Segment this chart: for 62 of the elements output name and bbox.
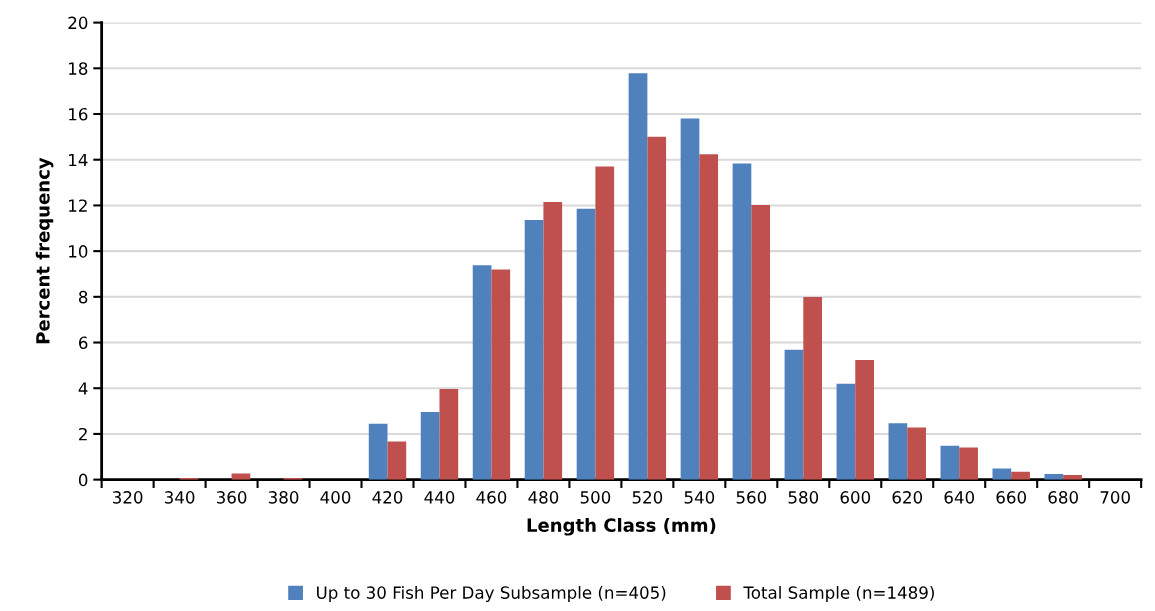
legend-label: Total Sample (n=1489) [743, 585, 934, 603]
bar [784, 349, 804, 480]
bar [907, 427, 926, 480]
bar [699, 154, 719, 480]
y-axis-title: Percent frequency [35, 157, 54, 344]
bar [472, 265, 492, 480]
bar [959, 447, 978, 480]
x-tick-label: 460 [476, 491, 507, 504]
x-tick-label: 620 [892, 491, 923, 504]
bar [491, 269, 511, 480]
y-tick-label: 6 [79, 336, 88, 350]
bar [368, 423, 388, 480]
x-tick-label: 580 [788, 491, 819, 504]
x-tick-label: 640 [944, 491, 975, 504]
bar [888, 423, 908, 480]
x-tick-label: 660 [996, 491, 1026, 504]
x-tick-label: 360 [216, 491, 247, 504]
bar [1011, 471, 1030, 480]
x-tick-label: 400 [320, 491, 351, 504]
bar [732, 163, 752, 480]
bar [628, 73, 648, 480]
y-tick-label: 2 [79, 427, 87, 441]
x-tick-label: 500 [580, 491, 611, 504]
x-tick-label: 380 [268, 491, 299, 504]
bar [576, 208, 596, 480]
x-tick-label: 320 [112, 491, 143, 504]
x-tick-label: 540 [684, 491, 715, 504]
y-tick-label: 18 [69, 62, 88, 75]
bar [940, 445, 960, 480]
x-tick-label: 600 [840, 491, 871, 504]
y-tick-label: 4 [78, 382, 88, 395]
x-tick-label: 420 [372, 491, 403, 504]
x-tick-label: 560 [736, 491, 767, 504]
x-tick-label: 700 [1100, 491, 1130, 504]
bar [855, 359, 874, 480]
y-tick-label: 12 [69, 199, 87, 212]
y-tick-label: 10 [69, 245, 88, 258]
x-tick-label: 340 [164, 491, 195, 504]
bar [420, 411, 440, 480]
bar [803, 297, 823, 480]
bar [647, 136, 667, 480]
bar [439, 388, 459, 480]
x-tick-label: 440 [424, 491, 455, 504]
x-tick-label: 480 [528, 491, 559, 504]
y-tick-label: 14 [69, 153, 88, 167]
y-tick-label: 16 [69, 107, 88, 121]
bar [751, 204, 771, 480]
y-tick-label: 0 [78, 473, 88, 487]
bar [231, 473, 251, 480]
y-tick-label: 20 [68, 16, 88, 30]
bar [595, 166, 615, 480]
x-tick-label: 520 [632, 491, 663, 504]
y-tick-label: 8 [78, 290, 88, 304]
x-axis-title: Length Class (mm) [527, 517, 716, 536]
bar [524, 220, 544, 480]
legend-label: Up to 30 Fish Per Day Subsample (n=405) [317, 585, 666, 603]
bar [387, 441, 407, 480]
x-tick-label: 680 [1048, 491, 1078, 504]
bar [992, 468, 1012, 480]
bar [680, 118, 700, 480]
bar [543, 201, 563, 480]
bar [836, 383, 856, 480]
